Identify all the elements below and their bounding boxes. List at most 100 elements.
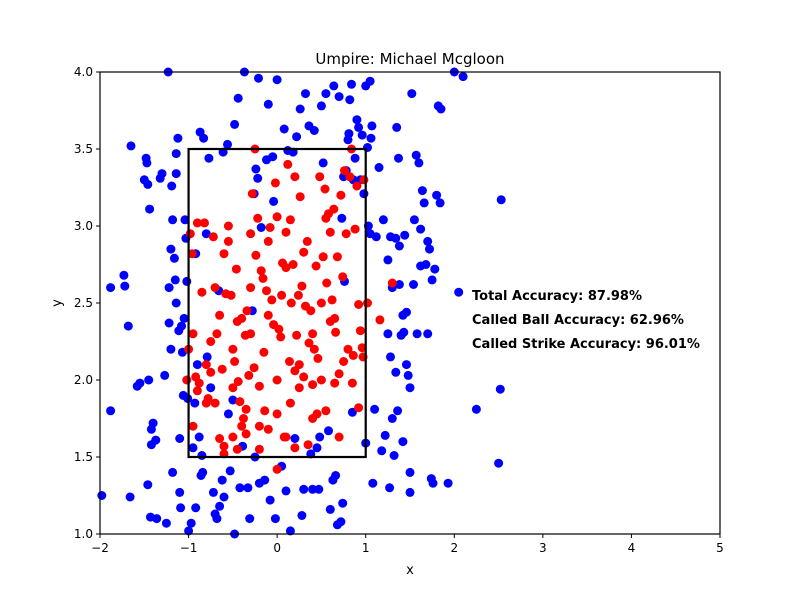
data-point: [245, 514, 255, 524]
data-point: [199, 133, 209, 143]
data-point: [423, 236, 433, 246]
data-point: [241, 429, 251, 439]
data-point: [274, 324, 284, 334]
data-point: [321, 406, 331, 416]
data-point: [152, 514, 162, 524]
data-point: [290, 443, 300, 453]
data-point: [185, 229, 195, 239]
data-point: [246, 229, 256, 239]
data-point: [313, 353, 323, 363]
data-point: [383, 255, 393, 265]
data-point: [405, 383, 415, 393]
data-point: [331, 327, 341, 337]
data-point: [417, 186, 427, 196]
data-point: [217, 364, 227, 374]
data-point: [197, 287, 207, 297]
data-point: [160, 370, 170, 380]
data-point: [394, 241, 404, 251]
data-point: [339, 357, 349, 366]
data-point: [171, 149, 181, 159]
data-point: [258, 273, 268, 283]
data-point: [226, 290, 236, 300]
data-point: [325, 227, 335, 237]
data-point: [297, 511, 307, 520]
data-point: [200, 218, 209, 228]
data-point: [270, 178, 280, 188]
data-point: [405, 467, 415, 477]
data-point: [192, 218, 202, 228]
data-point: [265, 495, 275, 505]
data-point: [293, 290, 303, 300]
data-point: [272, 212, 282, 222]
data-point: [272, 409, 282, 419]
data-point: [334, 92, 344, 102]
data-point: [269, 196, 279, 206]
data-point: [277, 290, 287, 300]
data-point: [383, 329, 393, 339]
data-point: [419, 198, 429, 208]
data-point: [354, 122, 364, 132]
data-point: [352, 115, 362, 125]
called-strike-accuracy-label: Called Strike Accuracy: 96.01%: [472, 337, 700, 352]
data-point: [249, 363, 259, 373]
data-point: [106, 283, 116, 293]
data-point: [338, 272, 348, 282]
data-point: [392, 122, 402, 132]
data-point: [496, 195, 506, 205]
data-point: [320, 184, 330, 194]
data-point: [194, 432, 204, 442]
data-point: [411, 150, 421, 160]
x-tick-label: 0: [273, 541, 281, 555]
data-point: [210, 283, 220, 293]
data-point: [256, 266, 266, 276]
data-point: [210, 398, 220, 408]
data-point: [308, 380, 318, 390]
data-point: [340, 166, 349, 176]
data-point: [251, 250, 261, 260]
data-point: [348, 350, 358, 360]
data-point: [157, 169, 167, 179]
data-point: [106, 406, 116, 416]
data-point: [233, 93, 243, 103]
data-point: [315, 172, 325, 182]
data-point: [330, 313, 340, 323]
data-point: [285, 398, 295, 408]
data-point: [182, 375, 192, 385]
data-point: [436, 104, 446, 114]
data-point: [352, 181, 362, 191]
data-point: [285, 215, 295, 225]
data-point: [294, 383, 304, 393]
data-point: [168, 467, 178, 477]
data-point: [256, 223, 266, 232]
data-point: [230, 119, 240, 129]
data-point: [327, 295, 337, 305]
data-point: [180, 215, 190, 225]
data-point: [208, 232, 218, 242]
data-point: [182, 276, 192, 286]
data-point: [188, 421, 198, 431]
data-point: [294, 360, 304, 370]
data-point: [443, 478, 453, 488]
data-point: [242, 306, 252, 316]
data-point: [263, 236, 273, 246]
data-point: [309, 126, 319, 135]
y-tick-label: 3.5: [74, 142, 93, 156]
data-point: [368, 478, 378, 488]
data-point: [402, 360, 411, 370]
x-tick-label: 1: [362, 541, 370, 555]
data-point: [393, 406, 403, 416]
data-point: [135, 378, 145, 388]
data-point: [299, 247, 309, 257]
data-point: [374, 163, 384, 172]
data-point: [281, 227, 291, 237]
data-point: [302, 236, 312, 246]
data-point: [175, 434, 185, 443]
x-axis-label: x: [406, 563, 414, 578]
data-point: [350, 153, 360, 163]
data-point: [308, 414, 318, 423]
data-point: [253, 213, 263, 223]
x-tick-label: 4: [628, 541, 636, 555]
data-point: [494, 458, 504, 468]
data-point: [247, 189, 257, 199]
